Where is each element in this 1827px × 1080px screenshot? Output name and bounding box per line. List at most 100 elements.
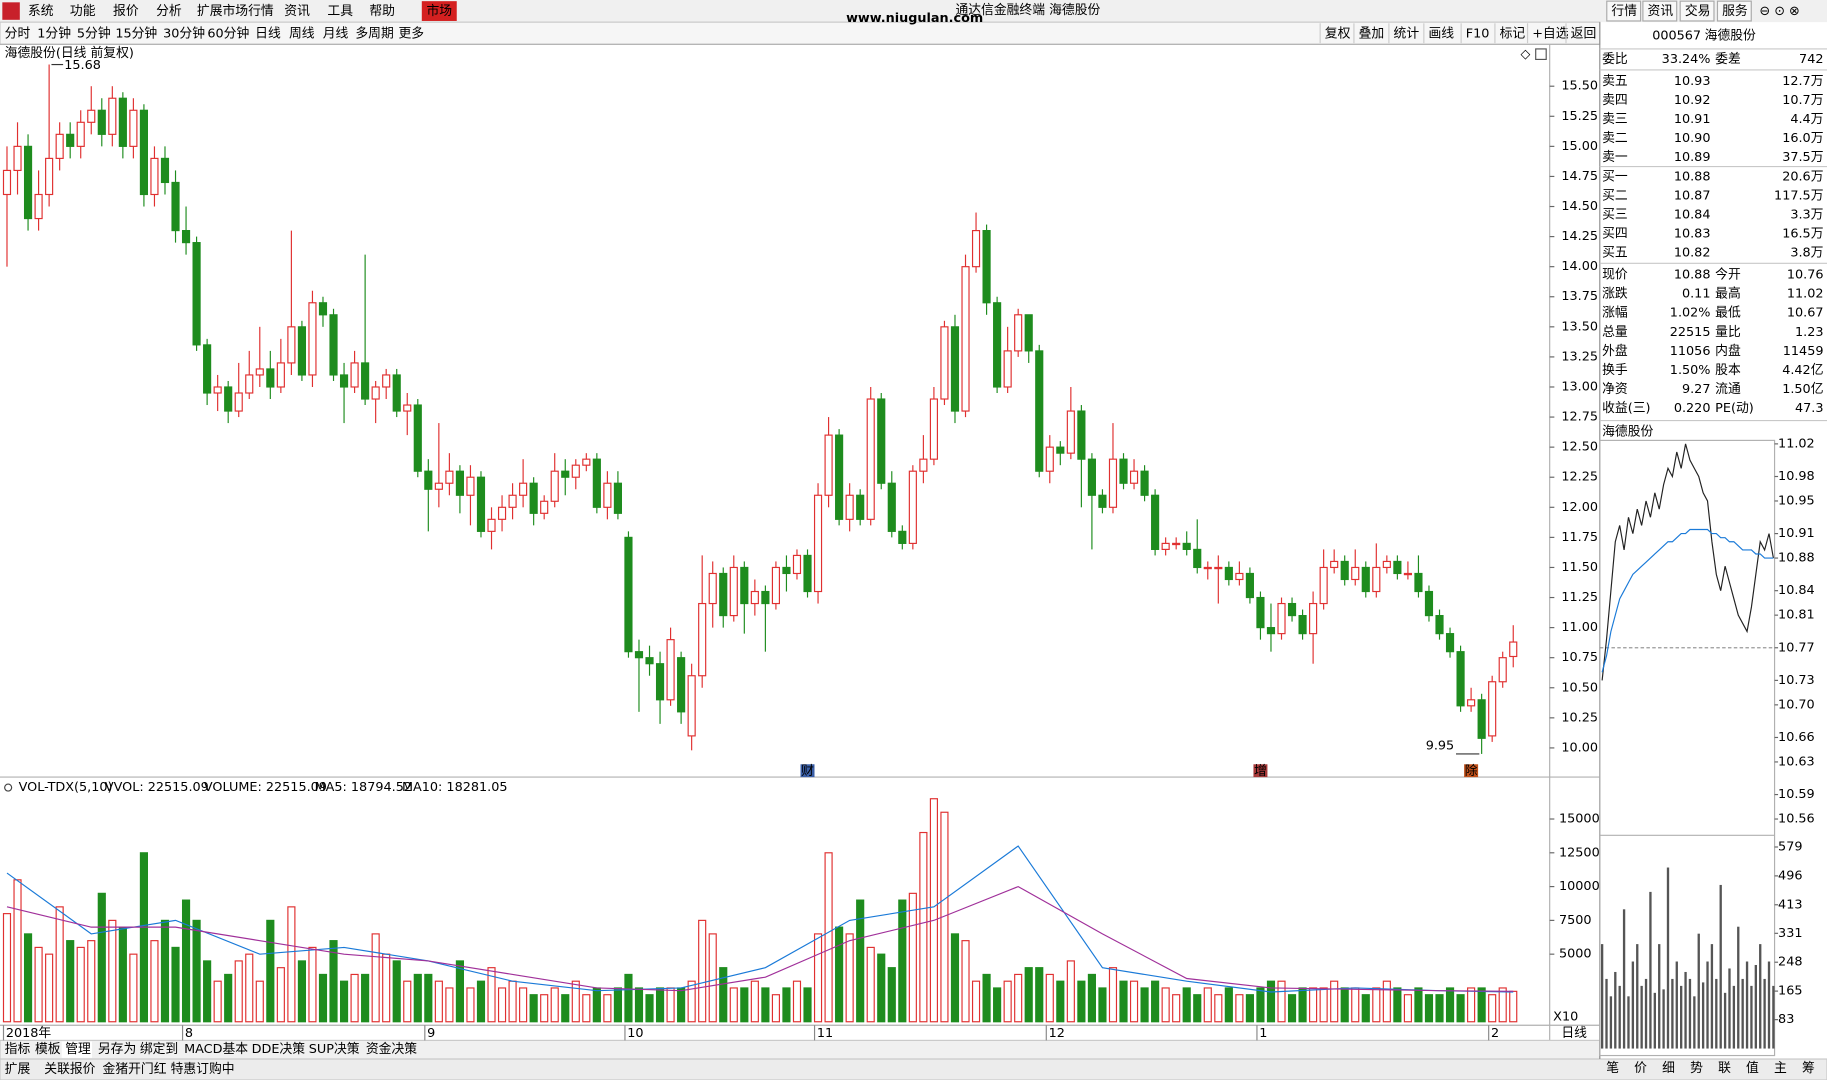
status-item[interactable]: 关联报价 bbox=[44, 1062, 95, 1077]
bottom-tab[interactable]: 另存为 bbox=[98, 1042, 136, 1057]
period-tab[interactable]: 1分钟 bbox=[37, 25, 71, 41]
bottom-tab[interactable]: 管理 bbox=[65, 1042, 91, 1057]
order-label: 买二 bbox=[1602, 189, 1628, 204]
tool-button[interactable]: 标记 bbox=[1500, 26, 1526, 41]
volume-bar bbox=[1266, 980, 1276, 1023]
candle-body bbox=[1266, 627, 1276, 635]
candle-body bbox=[1424, 590, 1434, 617]
tool-button[interactable]: 返回 bbox=[1571, 26, 1597, 41]
tool-button[interactable]: 叠加 bbox=[1359, 26, 1385, 41]
period-tab[interactable]: 多周期 bbox=[355, 26, 393, 41]
mini-tab[interactable]: 势 bbox=[1690, 1060, 1703, 1076]
volume-bar bbox=[76, 946, 85, 1023]
bottom-tab[interactable]: DDE决策 bbox=[252, 1041, 306, 1057]
tool-button[interactable]: 统计 bbox=[1394, 26, 1420, 41]
volume-bar bbox=[1435, 994, 1444, 1023]
period-tab[interactable]: 30分钟 bbox=[163, 25, 205, 41]
period-tab[interactable]: 月线 bbox=[323, 26, 349, 41]
menu-item[interactable]: 工具 bbox=[327, 4, 353, 19]
bottom-tab[interactable]: SUP决策 bbox=[309, 1041, 360, 1057]
volume-bar bbox=[624, 973, 633, 1023]
order-price: 10.83 bbox=[1674, 227, 1711, 242]
window-controls[interactable]: ⊖ ⊙ ⊗ bbox=[1759, 4, 1799, 19]
bottom-tab[interactable]: 绑定到 bbox=[140, 1042, 178, 1057]
candle-body bbox=[950, 326, 960, 412]
volume-bar bbox=[971, 980, 981, 1023]
menu-item[interactable]: 功能 bbox=[70, 4, 96, 19]
top-button[interactable] bbox=[1642, 0, 1678, 22]
menu-item[interactable]: 资讯 bbox=[284, 4, 310, 19]
order-price: 10.92 bbox=[1674, 93, 1711, 108]
stat-label: PE(动) bbox=[1715, 401, 1754, 416]
period-tab[interactable]: 60分钟 bbox=[207, 25, 249, 41]
status-item[interactable]: 扩展 bbox=[5, 1062, 31, 1077]
top-button-label[interactable]: 交易 bbox=[1685, 3, 1711, 19]
volume-bar bbox=[898, 899, 907, 1023]
period-tab[interactable]: 更多 bbox=[398, 26, 424, 41]
mini-tab[interactable]: 联 bbox=[1718, 1061, 1731, 1076]
candle-body bbox=[603, 482, 612, 508]
bottom-tab[interactable]: 模板 bbox=[35, 1042, 61, 1057]
tool-button[interactable]: +自选 bbox=[1532, 26, 1569, 41]
volume-bar bbox=[1035, 967, 1044, 1023]
menu-item[interactable]: 报价 bbox=[113, 4, 139, 19]
menu-item[interactable]: 扩展市场行情 bbox=[197, 3, 274, 19]
mini-title: 海德股份 bbox=[1602, 425, 1653, 440]
tool-button[interactable]: F10 bbox=[1466, 26, 1490, 41]
mini-y-tick-label: 10.84 bbox=[1778, 583, 1815, 598]
mini-y-tick-label: 10.77 bbox=[1778, 640, 1815, 655]
period-tab[interactable]: 分时 bbox=[5, 26, 31, 41]
status-item[interactable]: 金猪开门红 特惠订购中 bbox=[103, 1061, 235, 1077]
tool-button[interactable]: 复权 bbox=[1325, 25, 1351, 41]
mini-tab[interactable]: 主 bbox=[1774, 1061, 1787, 1076]
volume-bar bbox=[1414, 987, 1423, 1023]
x-tick-label: 2 bbox=[1491, 1026, 1499, 1041]
event-marker[interactable] bbox=[800, 764, 815, 778]
volume-bar bbox=[350, 973, 359, 1023]
menu-item[interactable]: 分析 bbox=[156, 4, 182, 19]
order-label: 卖二 bbox=[1602, 131, 1628, 146]
menu-item[interactable]: 系统 bbox=[28, 4, 54, 19]
order-volume: 16.5万 bbox=[1782, 227, 1823, 242]
mini-tab[interactable]: 值 bbox=[1746, 1060, 1759, 1076]
period-tab[interactable]: 15分钟 bbox=[115, 25, 157, 41]
volume-bar bbox=[1014, 973, 1023, 1023]
menu-item[interactable]: 市场 bbox=[426, 3, 452, 19]
volume-bar bbox=[1203, 987, 1212, 1023]
top-button[interactable] bbox=[1716, 0, 1752, 22]
period-tab[interactable]: 周线 bbox=[289, 26, 315, 41]
volume-bar bbox=[424, 973, 433, 1023]
volume-bar bbox=[1235, 994, 1244, 1023]
order-price: 10.87 bbox=[1674, 189, 1711, 204]
y-tick-label: 15.50 bbox=[1561, 79, 1598, 94]
period-tab[interactable]: 日线 bbox=[255, 26, 281, 41]
event-marker[interactable] bbox=[1464, 764, 1479, 778]
bottom-tab[interactable]: MACD基本 bbox=[184, 1042, 248, 1057]
mini-tab[interactable]: 细 bbox=[1662, 1061, 1675, 1076]
mini-tab[interactable]: 笔 bbox=[1606, 1060, 1619, 1076]
top-button[interactable] bbox=[1679, 0, 1715, 22]
mini-tab[interactable]: 价 bbox=[1634, 1061, 1647, 1076]
event-label[interactable]: 除 bbox=[1465, 764, 1478, 779]
event-label[interactable]: 财 bbox=[801, 764, 814, 779]
period-tab[interactable]: 5分钟 bbox=[77, 25, 111, 41]
top-button-label[interactable]: 服务 bbox=[1722, 3, 1748, 19]
stat-label: 现价 bbox=[1602, 267, 1628, 282]
top-button-label[interactable]: 行情 bbox=[1611, 4, 1637, 19]
candle-body bbox=[982, 230, 991, 304]
top-button-label[interactable]: 资讯 bbox=[1648, 4, 1674, 19]
mini-y-tick-label: 10.59 bbox=[1778, 787, 1815, 802]
volume-bar bbox=[571, 980, 580, 1023]
candle-body bbox=[97, 109, 106, 135]
menu-item[interactable]: 帮助 bbox=[369, 4, 395, 19]
mini-tab[interactable]: 筹 bbox=[1802, 1060, 1815, 1076]
bottom-tab[interactable]: 资金决策 bbox=[366, 1041, 417, 1057]
volume-bar bbox=[508, 980, 517, 1023]
tool-button[interactable]: 画线 bbox=[1429, 26, 1455, 41]
bottom-tab[interactable]: 指标 bbox=[5, 1042, 31, 1057]
event-marker[interactable] bbox=[1253, 764, 1268, 778]
mini-volume-bar bbox=[1706, 961, 1709, 1049]
top-button[interactable] bbox=[1606, 0, 1642, 22]
event-label[interactable]: 增 bbox=[1254, 764, 1267, 779]
candle-body bbox=[908, 470, 917, 544]
